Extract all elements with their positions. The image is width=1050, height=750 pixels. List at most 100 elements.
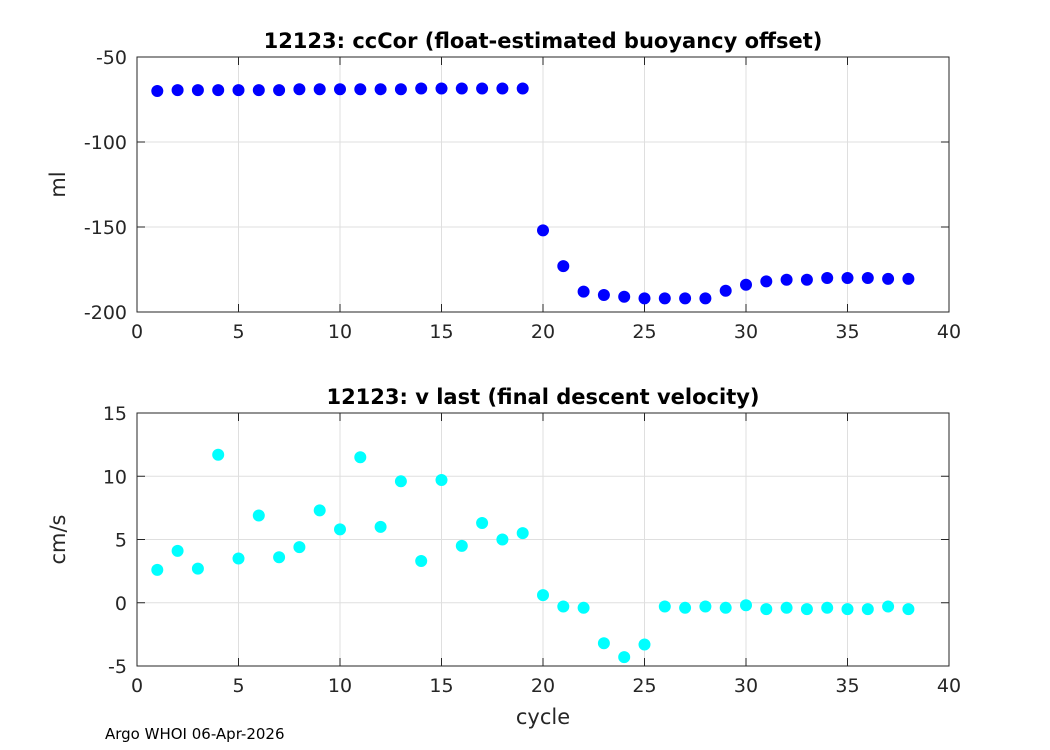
bottom-x-tick-label: 10 bbox=[328, 675, 352, 697]
bottom-data-point bbox=[293, 541, 306, 554]
bottom-data-point bbox=[638, 638, 651, 651]
bottom-data-point bbox=[861, 603, 874, 616]
top-data-point bbox=[760, 275, 773, 288]
top-data-point bbox=[821, 272, 834, 284]
top-data-point bbox=[699, 292, 712, 305]
bottom-y-tick-label: 10 bbox=[103, 466, 127, 488]
bottom-data-point bbox=[537, 589, 549, 602]
top-chart-title: 12123: ccCor (float-estimated buoyancy o… bbox=[264, 29, 823, 53]
footer-credit: Argo WHOI 06-Apr-2026 bbox=[105, 725, 285, 743]
bottom-data-point bbox=[334, 523, 346, 536]
top-data-point bbox=[882, 272, 895, 285]
top-data-point bbox=[516, 82, 529, 95]
bottom-data-point bbox=[232, 552, 245, 565]
top-x-tick-label: 5 bbox=[232, 321, 244, 343]
top-data-point bbox=[577, 285, 590, 298]
bottom-x-axis-label: cycle bbox=[516, 705, 570, 729]
top-data-point bbox=[496, 82, 509, 95]
bottom-data-point bbox=[455, 539, 468, 552]
bottom-data-point bbox=[374, 520, 387, 533]
bottom-x-tick-label: 15 bbox=[429, 675, 453, 697]
top-x-tick-label: 20 bbox=[531, 321, 555, 343]
bottom-data-point bbox=[273, 551, 286, 564]
top-y-tick-label: -150 bbox=[84, 217, 127, 239]
top-data-point bbox=[638, 292, 651, 305]
bottom-x-tick-label: 0 bbox=[131, 675, 143, 697]
bottom-data-point bbox=[191, 562, 204, 575]
bottom-data-point bbox=[252, 509, 265, 522]
bottom-x-tick-label: 35 bbox=[835, 675, 859, 697]
top-data-point bbox=[902, 272, 915, 285]
bottom-data-point bbox=[354, 451, 367, 464]
bottom-data-point bbox=[212, 448, 225, 461]
top-data-point bbox=[597, 289, 610, 301]
top-y-tick-label: -50 bbox=[96, 47, 127, 69]
top-data-point bbox=[476, 82, 489, 95]
bottom-data-point bbox=[151, 563, 164, 576]
top-data-point bbox=[151, 85, 164, 97]
top-data-point bbox=[191, 84, 204, 97]
top-x-tick-label: 0 bbox=[131, 321, 143, 343]
bottom-data-point bbox=[496, 533, 509, 546]
bottom-y-tick-label: 15 bbox=[103, 403, 127, 425]
top-data-point bbox=[313, 83, 326, 96]
top-data-point bbox=[252, 84, 265, 97]
top-x-tick-label: 30 bbox=[734, 321, 758, 343]
bottom-data-point bbox=[394, 475, 407, 488]
bottom-data-point bbox=[313, 504, 326, 517]
bottom-data-point bbox=[476, 517, 489, 530]
top-data-point bbox=[435, 82, 448, 95]
bottom-data-point bbox=[415, 555, 428, 568]
bottom-data-point bbox=[171, 544, 184, 557]
bottom-y-axis-label: cm/s bbox=[46, 514, 70, 564]
top-data-point bbox=[841, 272, 854, 284]
bottom-data-point bbox=[841, 603, 854, 616]
top-x-tick-label: 35 bbox=[835, 321, 859, 343]
top-data-point bbox=[394, 83, 407, 96]
top-data-point bbox=[740, 278, 752, 291]
bottom-data-point bbox=[821, 601, 834, 614]
top-data-point bbox=[232, 84, 245, 97]
bottom-data-point bbox=[760, 603, 773, 616]
bottom-x-tick-label: 30 bbox=[734, 675, 758, 697]
top-x-tick-label: 25 bbox=[632, 321, 656, 343]
bottom-data-point bbox=[719, 601, 732, 614]
bottom-data-point bbox=[882, 600, 895, 613]
bottom-data-point bbox=[577, 601, 590, 614]
top-data-point bbox=[679, 292, 692, 305]
bottom-x-tick-label: 40 bbox=[937, 675, 961, 697]
top-data-point bbox=[455, 82, 468, 95]
bottom-data-point bbox=[699, 600, 712, 613]
top-y-tick-label: -200 bbox=[84, 302, 127, 324]
top-x-tick-label: 40 bbox=[937, 321, 961, 343]
top-y-tick-label: -100 bbox=[84, 132, 127, 154]
top-data-point bbox=[171, 84, 184, 97]
top-data-point bbox=[780, 273, 793, 286]
top-data-point bbox=[354, 83, 367, 96]
top-data-point bbox=[557, 260, 570, 273]
top-x-tick-label: 10 bbox=[328, 321, 352, 343]
top-data-point bbox=[719, 284, 732, 297]
top-data-point bbox=[537, 224, 549, 237]
top-data-point bbox=[415, 82, 428, 95]
top-data-point bbox=[334, 83, 346, 96]
top-data-point bbox=[618, 290, 631, 303]
bottom-y-tick-label: 0 bbox=[115, 593, 127, 615]
bottom-data-point bbox=[740, 599, 752, 612]
bottom-data-point bbox=[780, 601, 793, 614]
top-x-tick-label: 15 bbox=[429, 321, 453, 343]
top-data-point bbox=[800, 273, 813, 286]
bottom-y-tick-label: -5 bbox=[108, 656, 127, 678]
bottom-data-point bbox=[516, 527, 529, 540]
top-data-point bbox=[374, 83, 387, 96]
bottom-x-tick-label: 20 bbox=[531, 675, 555, 697]
bottom-chart-title: 12123: v last (final descent velocity) bbox=[326, 385, 759, 409]
top-data-point bbox=[658, 292, 671, 305]
top-y-axis-label: ml bbox=[46, 171, 70, 197]
top-data-point bbox=[273, 84, 286, 97]
bottom-data-point bbox=[557, 600, 570, 613]
bottom-data-point bbox=[597, 637, 610, 650]
bottom-data-point bbox=[679, 601, 692, 614]
top-data-point bbox=[293, 83, 306, 96]
